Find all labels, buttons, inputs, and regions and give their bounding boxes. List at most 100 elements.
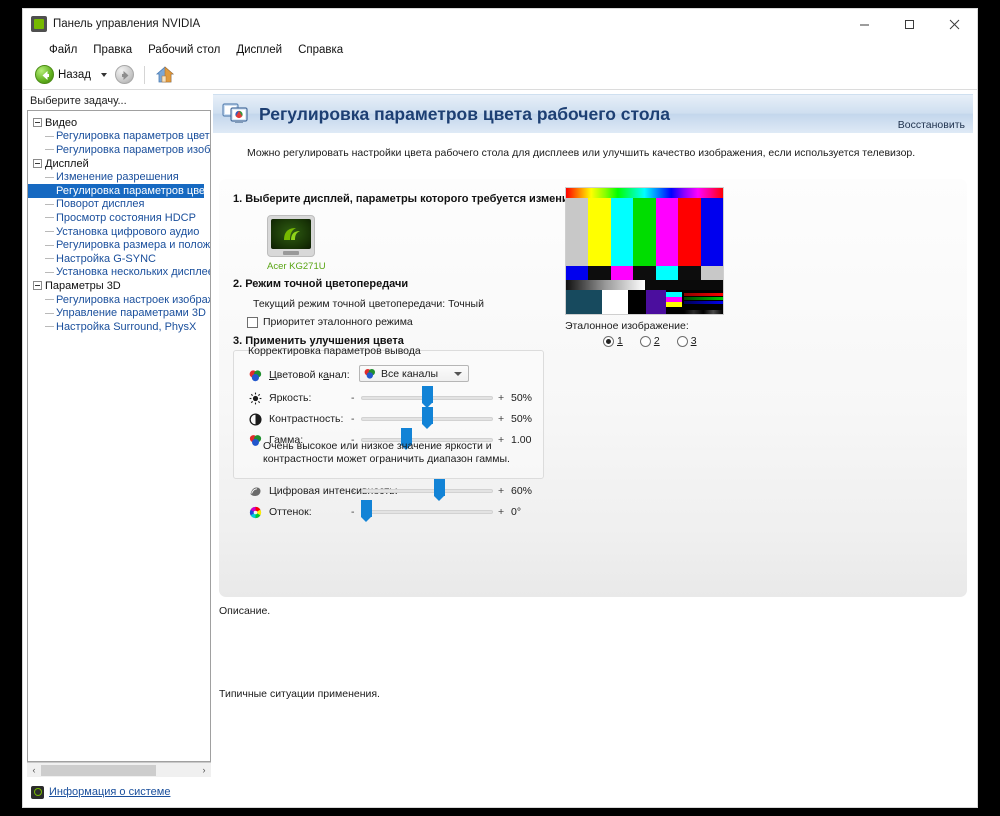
scroll-track[interactable] xyxy=(41,763,197,777)
reference-priority-label: Приоритет эталонного режима xyxy=(263,316,413,328)
radio-icon[interactable] xyxy=(676,335,688,347)
tree-group-3d[interactable]: Параметры 3D xyxy=(28,279,210,293)
expander-icon[interactable] xyxy=(33,159,42,169)
tree-item-desktop-color[interactable]: Регулировка параметров цвета рабочег xyxy=(28,183,204,198)
tree-item-label: Регулировка параметров цвета для вид xyxy=(56,130,210,143)
slider-hue-row: Оттенок: xyxy=(249,504,312,520)
slider-contrast-increase[interactable]: + xyxy=(498,413,505,425)
slider-gamma-increase[interactable]: + xyxy=(498,434,505,446)
slider-brightness-label: Яркость: xyxy=(269,392,312,404)
expander-icon[interactable] xyxy=(33,118,42,128)
step1-heading: 1. Выберите дисплей, параметры которого … xyxy=(233,193,581,205)
forward-arrow-icon[interactable] xyxy=(114,65,134,84)
tree-connector xyxy=(45,326,54,328)
slider-digital-vibrance-row: Цифровая интенсивность: xyxy=(249,483,398,499)
slider-hue-increase[interactable]: + xyxy=(498,506,505,518)
radio-icon[interactable] xyxy=(639,335,651,347)
slider-gamma-track[interactable] xyxy=(361,438,493,442)
reference-priority-row[interactable]: Приоритет эталонного режима xyxy=(247,316,413,328)
tree-item-3d-manage[interactable]: Управление параметрами 3D xyxy=(28,306,210,320)
minimize-icon[interactable] xyxy=(842,9,887,39)
tree-group-display[interactable]: Дисплей xyxy=(28,157,210,171)
page-description: Можно регулировать настройки цвета рабоч… xyxy=(247,147,916,159)
home-icon[interactable] xyxy=(155,65,175,84)
slider-brightness-thumb[interactable] xyxy=(421,386,433,408)
description-label: Описание. xyxy=(219,605,271,617)
slider-brightness-decrease[interactable]: - xyxy=(351,392,355,404)
reference-option-1[interactable]: 1 xyxy=(603,335,623,347)
menu-help[interactable]: Справка xyxy=(298,43,344,56)
reference-option-2[interactable]: 2 xyxy=(639,335,660,347)
tree-item-label: Регулировка параметров изображения д xyxy=(56,143,210,156)
tree-item-digital-audio[interactable]: Установка цифрового аудио xyxy=(28,225,210,239)
display-name: Acer KG271U xyxy=(267,261,326,272)
radio-icon[interactable] xyxy=(603,335,614,347)
slider-gamma-thumb[interactable] xyxy=(400,428,412,450)
color-channel-select[interactable]: Все каналы xyxy=(359,365,469,382)
monitor-icon[interactable] xyxy=(267,215,315,257)
menu-display[interactable]: Дисплей xyxy=(236,43,283,56)
page-title: Регулировка параметров цвета рабочего ст… xyxy=(259,103,670,124)
chevron-down-icon[interactable] xyxy=(100,72,107,77)
scroll-thumb[interactable] xyxy=(41,764,156,776)
restore-link[interactable]: Восстановить xyxy=(897,119,965,131)
gray-ramp xyxy=(566,280,723,290)
contrast-icon xyxy=(249,412,262,426)
reference-image-options[interactable]: 1 2 3 xyxy=(603,335,697,347)
slider-brightness-increase[interactable]: + xyxy=(498,392,505,404)
slider-digital-vibrance-thumb[interactable] xyxy=(433,479,445,501)
close-icon[interactable] xyxy=(932,9,977,39)
tree-item-3d-image[interactable]: Регулировка настроек изображения с пр xyxy=(28,293,210,307)
reference-image-label: Эталонное изображение: xyxy=(565,320,689,332)
slider-digital-vibrance-track[interactable] xyxy=(361,489,493,493)
tree-item-video-image[interactable]: Регулировка параметров изображения д xyxy=(28,143,210,157)
menu-file[interactable]: Файл xyxy=(49,43,78,56)
tree-item-surround-physx[interactable]: Настройка Surround, PhysX xyxy=(28,320,210,334)
tree-item-hdcp[interactable]: Просмотр состояния HDCP xyxy=(28,211,210,225)
slider-hue-track[interactable] xyxy=(361,510,493,514)
tree-item-video-color[interactable]: Регулировка параметров цвета для вид xyxy=(28,130,210,144)
tree-group-video[interactable]: Видео xyxy=(28,116,210,130)
display-selector[interactable]: Acer KG271U xyxy=(267,215,326,272)
slider-hue-thumb[interactable] xyxy=(361,500,372,522)
slider-gamma-decrease[interactable]: - xyxy=(351,434,355,446)
slider-gamma-value: 1.00 xyxy=(511,434,532,446)
slider-contrast-decrease[interactable]: - xyxy=(351,413,355,425)
rgb-channels-icon xyxy=(364,368,376,379)
tree-item-resolution[interactable]: Изменение разрешения xyxy=(28,170,210,184)
tree-item-multi-display[interactable]: Установка нескольких дисплеев xyxy=(28,266,210,280)
scroll-right-icon[interactable]: › xyxy=(202,765,206,775)
slider-hue-decrease[interactable]: - xyxy=(351,506,355,518)
system-info-row[interactable]: Информация о системе xyxy=(27,777,211,807)
reference-priority-checkbox[interactable] xyxy=(247,316,258,328)
slider-digital-vibrance-decrease[interactable]: - xyxy=(351,485,355,497)
expander-icon[interactable] xyxy=(33,281,42,291)
tree-item-gsync[interactable]: Настройка G-SYNC xyxy=(28,252,210,266)
menu-desktop[interactable]: Рабочий стол xyxy=(148,43,221,56)
tree-connector xyxy=(45,190,54,192)
gamma-icon xyxy=(249,434,262,447)
reference-option-3[interactable]: 3 xyxy=(676,335,697,347)
slider-digital-vibrance-increase[interactable]: + xyxy=(498,485,505,497)
menu-edit[interactable]: Правка xyxy=(93,43,133,56)
tree-item-label: Регулировка настроек изображения с пр xyxy=(56,293,210,306)
step2-heading: 2. Режим точной цветопередачи xyxy=(233,278,409,290)
color-channel-label: Цветовой канал: xyxy=(269,369,350,381)
tree-item-size-position[interactable]: Регулировка размера и положения рабо xyxy=(28,238,210,252)
tree-item-label: Регулировка параметров цвета рабочег xyxy=(56,184,204,197)
gradient-strip xyxy=(566,188,723,198)
tree-item-rotate[interactable]: Поворот дисплея xyxy=(28,198,210,212)
reference-option-label: 1 xyxy=(617,335,623,347)
system-info-link[interactable]: Информация о системе xyxy=(49,786,171,798)
sidebar-horizontal-scrollbar[interactable]: ‹ › xyxy=(27,762,211,777)
scroll-left-icon[interactable]: ‹ xyxy=(32,765,36,775)
back-button[interactable]: Назад xyxy=(33,65,93,84)
description-area: Описание. Типичные ситуации применения. xyxy=(213,597,973,807)
reference-option-label: 3 xyxy=(690,335,697,347)
chevron-down-icon[interactable] xyxy=(454,371,462,376)
maximize-icon[interactable] xyxy=(887,9,932,39)
tree-item-label: Изменение разрешения xyxy=(56,171,179,184)
tree-connector xyxy=(45,299,54,301)
slider-contrast-thumb[interactable] xyxy=(421,407,433,429)
